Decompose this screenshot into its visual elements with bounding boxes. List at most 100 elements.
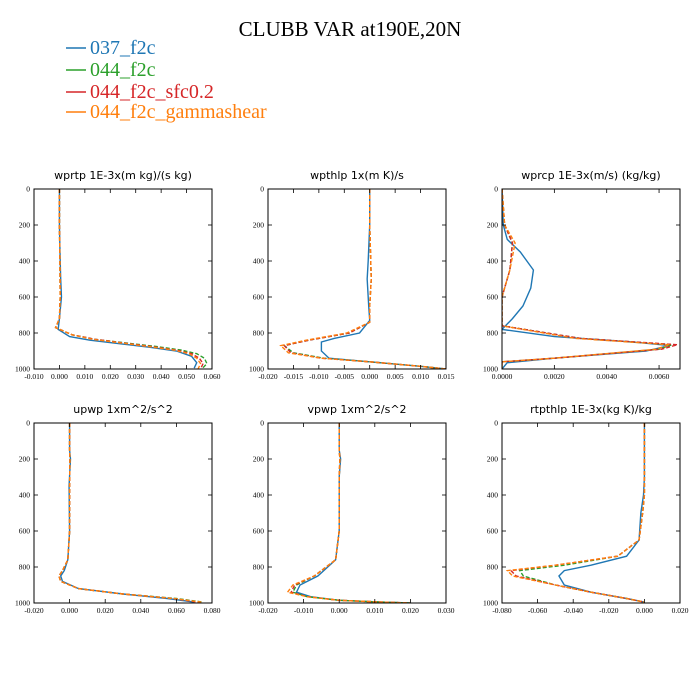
x-tick-label: -0.010 — [24, 372, 44, 381]
x-tick-label: 0.000 — [61, 606, 78, 615]
x-tick-label: -0.010 — [294, 606, 314, 615]
x-tick-label: 0.000 — [331, 606, 348, 615]
legend-label-044-f2c-gammashear: 044_f2c_gammashear — [90, 101, 267, 123]
series-037-f2c — [57, 189, 198, 369]
y-tick-label: 400 — [19, 257, 31, 266]
series-group — [505, 423, 646, 603]
figure-title: CLUBB VAR at190E,20N — [239, 17, 462, 41]
y-tick-label: 400 — [253, 257, 265, 266]
y-tick-label: 600 — [19, 293, 31, 302]
series-044-f2c — [291, 423, 411, 603]
panel-1: wprtp 1E-3x(m kg)/(s kg) -0.010 0.000 0.010… — [15, 169, 221, 381]
series-044-f2c — [54, 189, 208, 369]
series-044-f2c-gammashear — [505, 423, 646, 603]
series-044-f2c-gammashear — [286, 423, 411, 603]
x-tick-label: 0.010 — [366, 606, 383, 615]
y-tick-label: 0 — [260, 185, 264, 194]
x-tick-label: 0.000 — [51, 372, 68, 381]
panel-title: wpthlp 1x(m K)/s — [310, 169, 404, 182]
panel-frame — [267, 188, 447, 370]
y-tick-label: 1000 — [483, 365, 498, 374]
y-tick-label: 0 — [494, 419, 498, 428]
x-tick-label: -0.020 — [258, 372, 278, 381]
series-044-f2c-sfc0.2 — [502, 189, 678, 369]
x-tick-label: 0.000 — [636, 606, 653, 615]
x-tick-label: 0.0000 — [492, 372, 513, 381]
series-044-f2c-sfc0.2 — [509, 423, 646, 603]
series-037-f2c — [320, 189, 446, 369]
x-tick-label: 0.010 — [76, 372, 93, 381]
y-tick-label: 800 — [19, 563, 31, 572]
x-tick-label: -0.040 — [564, 606, 584, 615]
y-tick-label: 600 — [253, 527, 265, 536]
y-tick-label: 1000 — [249, 599, 264, 608]
y-tick-label: 200 — [253, 221, 265, 230]
panel-title: wprcp 1E-3x(m/s) (kg/kg) — [521, 169, 660, 182]
x-tick-label: 0.020 — [102, 372, 119, 381]
y-tick-label: 600 — [487, 527, 499, 536]
y-tick-label: 800 — [19, 329, 31, 338]
panel-frame — [33, 188, 213, 370]
y-tick-label: 200 — [487, 221, 499, 230]
series-group — [279, 189, 446, 369]
series-044-f2c-sfc0.2 — [290, 423, 411, 603]
panels: wprtp 1E-3x(m kg)/(s kg) -0.010 0.000 0.010… — [15, 169, 689, 615]
legend-entry: 044_f2c_gammashear — [66, 101, 267, 123]
x-tick-label: 0.015 — [438, 372, 455, 381]
panel-2: wpthlp 1x(m K)/s -0.020 -0.015 -0.010 -0.005… — [249, 169, 455, 381]
panel-title: vpwp 1xm^2/s^2 — [307, 403, 406, 416]
y-tick-label: 0 — [26, 419, 30, 428]
x-tick-label: 0.060 — [168, 606, 185, 615]
y-tick-label: 400 — [487, 491, 499, 500]
series-group — [502, 189, 678, 369]
y-tick-label: 600 — [487, 293, 499, 302]
panel-frame — [501, 422, 681, 604]
series-044-f2c-sfc0.2 — [282, 189, 446, 369]
y-tick-label: 400 — [487, 257, 499, 266]
x-tick-label: 0.0060 — [649, 372, 670, 381]
y-tick-label: 800 — [487, 329, 499, 338]
series-037-f2c — [59, 423, 195, 603]
y-tick-label: 1000 — [249, 365, 264, 374]
y-tick-label: 400 — [19, 491, 31, 500]
y-tick-label: 600 — [19, 527, 31, 536]
panel-frame — [501, 188, 681, 370]
series-group — [58, 423, 204, 603]
y-tick-label: 200 — [487, 455, 499, 464]
panel-title: upwp 1xm^2/s^2 — [73, 403, 173, 416]
legend-entry: 044_f2c — [66, 59, 156, 81]
x-tick-label: 0.0040 — [596, 372, 617, 381]
x-tick-label: 0.020 — [97, 606, 114, 615]
x-tick-label: 0.060 — [204, 372, 221, 381]
panel-4: upwp 1xm^2/s^2 -0.020 0.000 0.020 0.040 0.060… — [15, 403, 221, 615]
legend-entry: 044_f2c_sfc0.2 — [66, 81, 214, 103]
y-tick-label: 400 — [253, 491, 265, 500]
y-tick-label: 200 — [19, 455, 31, 464]
x-tick-label: -0.080 — [492, 606, 512, 615]
x-tick-label: -0.005 — [335, 372, 355, 381]
panel-5: vpwp 1xm^2/s^2 -0.020 -0.010 0.000 0.010 0.02… — [249, 403, 455, 615]
legend-label-044-f2c: 044_f2c — [90, 59, 156, 81]
x-tick-label: 0.005 — [387, 372, 404, 381]
y-tick-label: 0 — [26, 185, 30, 194]
panel-title: rtpthlp 1E-3x(kg K)/kg — [530, 403, 652, 416]
legend: 037_f2c 044_f2c 044_f2c_sfc0.2 044_f2c_g… — [66, 37, 267, 123]
series-037-f2c — [558, 423, 646, 603]
y-tick-label: 1000 — [15, 599, 30, 608]
series-044-f2c — [282, 189, 446, 369]
x-tick-label: -0.020 — [24, 606, 44, 615]
panel-6: rtpthlp 1E-3x(kg K)/kg -0.080 -0.060 -0.040… — [483, 403, 689, 615]
series-044-f2c-sfc0.2 — [54, 189, 204, 369]
y-tick-label: 600 — [253, 293, 265, 302]
x-tick-label: 0.020 — [672, 606, 689, 615]
series-044-f2c-gammashear — [279, 189, 446, 369]
panel-title: wprtp 1E-3x(m kg)/(s kg) — [54, 169, 192, 182]
x-tick-label: 0.020 — [402, 606, 419, 615]
x-tick-label: -0.010 — [309, 372, 329, 381]
y-tick-label: 800 — [253, 563, 265, 572]
x-tick-label: 0.010 — [412, 372, 429, 381]
x-tick-label: -0.060 — [528, 606, 548, 615]
series-044-f2c-gammashear — [58, 423, 202, 603]
x-tick-label: -0.020 — [258, 606, 278, 615]
y-tick-label: 200 — [19, 221, 31, 230]
